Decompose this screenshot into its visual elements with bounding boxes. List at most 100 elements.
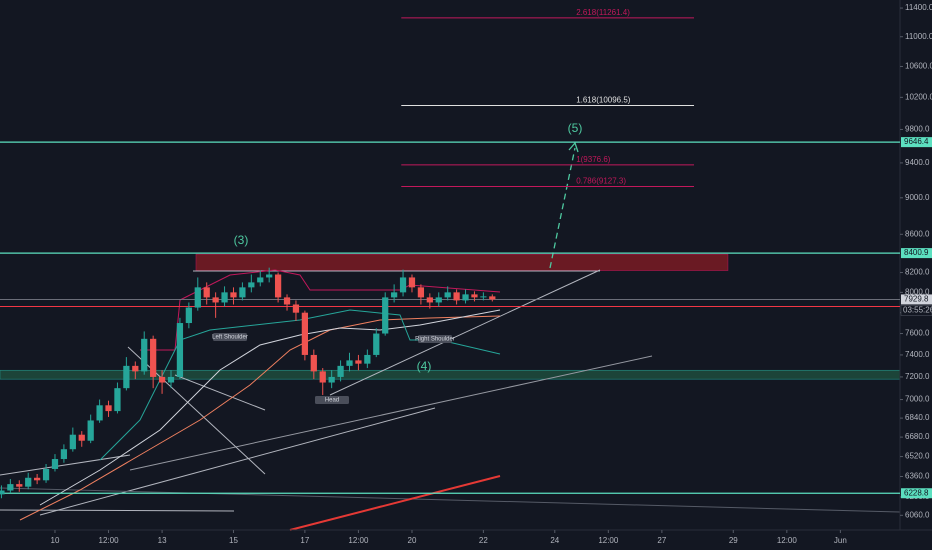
x-tick-label: 15	[229, 536, 238, 545]
candle-body	[417, 287, 425, 298]
candle-body	[382, 297, 389, 334]
price-tag-label: 6228.8	[904, 488, 929, 497]
trend-line	[39, 407, 436, 516]
y-tick-label: 7000.0	[905, 395, 930, 404]
candle-body	[310, 354, 317, 372]
y-tick-label: 11400.0	[905, 3, 932, 12]
x-tick-label: 24	[550, 536, 559, 545]
fib-label: 1.618(10096.5)	[576, 96, 631, 105]
candle-body	[194, 287, 201, 308]
candle-body	[274, 274, 282, 298]
x-tick-label: 12:00	[99, 536, 120, 545]
arrow-head	[568, 141, 579, 153]
x-tick-label: 22	[479, 536, 488, 545]
candle-body	[462, 294, 469, 301]
y-tick-label: 8000.0	[905, 287, 930, 296]
candle-body	[0, 490, 5, 495]
candle-body	[408, 277, 416, 288]
price-tag-label: 9646.4	[904, 137, 929, 146]
annotation: (4)	[417, 359, 432, 373]
price-tag-label: 7929.8	[904, 295, 929, 304]
y-tick-label: 7600.0	[905, 329, 930, 338]
y-tick-label: 6520.0	[905, 452, 930, 461]
y-tick-label: 7400.0	[905, 350, 930, 359]
annotation: Right Shoulder	[415, 337, 455, 343]
candle-body	[221, 292, 228, 303]
candle-body	[391, 292, 398, 298]
candle-body	[480, 296, 487, 298]
x-tick-label: 13	[158, 536, 167, 545]
candle-body	[435, 297, 442, 303]
x-tick-label: Jun	[834, 536, 847, 545]
x-tick-label: 12:00	[348, 536, 369, 545]
x-tick-label: 29	[729, 536, 738, 545]
candle-body	[328, 376, 335, 383]
candle-body	[453, 292, 460, 301]
x-tick-label: 17	[300, 536, 309, 545]
candle-body	[203, 287, 210, 298]
annotation: Left Shoulder	[212, 335, 248, 341]
annotation: (5)	[568, 121, 583, 135]
candle-body	[105, 405, 112, 412]
candle-body	[150, 338, 157, 377]
candle-body	[51, 459, 59, 469]
candle-body	[176, 323, 184, 377]
candle-body	[355, 360, 362, 364]
annotation-box	[418, 335, 452, 343]
countdown-box	[900, 305, 932, 316]
candle-body	[123, 365, 130, 389]
fib-label: 0.786(9127.3)	[576, 177, 626, 186]
candle-body	[34, 477, 41, 481]
y-tick-label: 8600.0	[905, 229, 930, 238]
candle-body	[16, 484, 23, 487]
candle-body	[69, 434, 76, 450]
candle-body	[266, 274, 273, 278]
candle-body	[399, 277, 407, 293]
y-tick-label: 10200.0	[905, 92, 932, 101]
countdown: 03:55:26	[903, 306, 932, 315]
x-tick-label: 12:00	[598, 536, 619, 545]
candle-body	[132, 365, 139, 372]
candle-body	[7, 484, 14, 491]
y-tick-label: 11000.0	[905, 32, 932, 41]
projection-arrow	[549, 147, 576, 269]
trend-line	[329, 269, 601, 396]
y-tick-label: 9000.0	[905, 193, 930, 202]
y-tick-label: 6680.0	[905, 432, 930, 441]
y-tick-label: 6060.0	[905, 510, 930, 519]
y-tick-label: 8200.0	[905, 268, 930, 277]
x-tick-label: 12:00	[777, 536, 798, 545]
moving-average	[19, 315, 501, 521]
annotation-box	[315, 396, 349, 404]
price-tag	[901, 248, 932, 259]
candle-body	[373, 333, 380, 355]
candle-body	[158, 376, 166, 383]
annotation: Head	[325, 398, 339, 404]
candle-body	[346, 360, 353, 366]
candle-body	[96, 405, 103, 421]
trend-line	[0, 487, 901, 513]
y-tick-label: 6360.0	[905, 472, 930, 481]
candle-body	[319, 371, 326, 383]
price-tag	[901, 137, 932, 148]
candle-body	[257, 277, 264, 283]
y-tick-label: 7200.0	[905, 372, 930, 381]
fib-label: 1(9376.6)	[576, 155, 611, 164]
y-tick-label: 9800.0	[905, 125, 930, 134]
candle-body	[78, 434, 85, 441]
x-tick-label: 20	[408, 536, 417, 545]
candle-body	[25, 477, 32, 487]
candle-body	[337, 365, 344, 377]
candle-body	[239, 287, 246, 298]
candle-body	[248, 282, 255, 288]
candle-body	[301, 312, 309, 355]
candle-body	[141, 338, 148, 372]
price-tag-label: 8400.9	[904, 248, 929, 257]
candle-body	[364, 354, 371, 364]
candle-body	[60, 449, 68, 460]
candle-body	[114, 388, 121, 412]
zone	[195, 253, 729, 271]
candle-body	[283, 297, 291, 305]
fib-label: 2.618(11261.4)	[576, 8, 630, 17]
